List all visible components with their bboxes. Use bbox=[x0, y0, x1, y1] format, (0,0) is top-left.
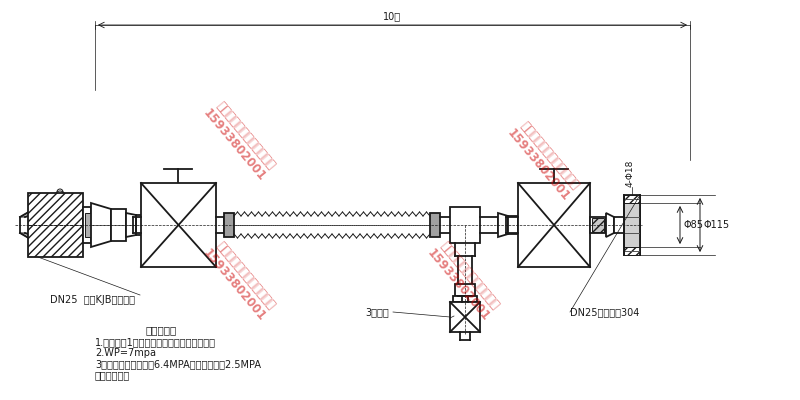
Polygon shape bbox=[606, 213, 614, 237]
Text: Φ115: Φ115 bbox=[703, 220, 729, 230]
Text: 景县力天橡塑制品有限公司
15933802001: 景县力天橡塑制品有限公司 15933802001 bbox=[201, 237, 279, 323]
Bar bbox=[141, 183, 216, 267]
Bar bbox=[624, 203, 640, 247]
Bar bbox=[83, 207, 91, 243]
Text: 景县力天橡塑制品有限公司
15933802001: 景县力天橡塑制品有限公司 15933802001 bbox=[201, 97, 279, 183]
Text: 1.软管采用1层钢丝编织加强，外层编织棉线: 1.软管采用1层钢丝编织加强，外层编织棉线 bbox=[95, 337, 216, 347]
Text: DN25  黄铜KJB快速接头: DN25 黄铜KJB快速接头 bbox=[50, 295, 135, 305]
Bar bbox=[590, 217, 606, 233]
Bar bbox=[624, 247, 640, 255]
Polygon shape bbox=[91, 203, 111, 247]
Polygon shape bbox=[498, 213, 508, 237]
Text: 2.WP=7mpa: 2.WP=7mpa bbox=[95, 348, 156, 358]
Bar bbox=[430, 213, 440, 237]
Text: 4-Φ18: 4-Φ18 bbox=[626, 160, 635, 187]
Text: 技术要求：: 技术要求： bbox=[145, 325, 176, 335]
Text: 3分球阀: 3分球阀 bbox=[365, 307, 389, 317]
Bar bbox=[624, 195, 640, 203]
Text: DN25法兰材质304: DN25法兰材质304 bbox=[570, 307, 639, 317]
Text: 的气密性试验: 的气密性试验 bbox=[95, 370, 130, 380]
Text: 景县力天橡塑制品有限公司
15933802001: 景县力天橡塑制品有限公司 15933802001 bbox=[505, 117, 583, 203]
Bar bbox=[518, 183, 590, 267]
Text: 10米: 10米 bbox=[383, 11, 402, 21]
Bar bbox=[85, 213, 91, 237]
Bar bbox=[592, 218, 604, 232]
Bar bbox=[450, 207, 480, 243]
Polygon shape bbox=[111, 209, 126, 241]
Bar bbox=[28, 193, 83, 257]
Text: 3、软管总成做不低于6.4MPA的耐压试验及2.5MPA: 3、软管总成做不低于6.4MPA的耐压试验及2.5MPA bbox=[95, 359, 261, 369]
Polygon shape bbox=[508, 216, 518, 234]
Polygon shape bbox=[614, 217, 624, 233]
Bar bbox=[224, 213, 234, 237]
Polygon shape bbox=[20, 233, 32, 240]
Bar bbox=[453, 296, 477, 302]
Text: Φ85: Φ85 bbox=[683, 220, 703, 230]
Polygon shape bbox=[20, 210, 32, 217]
Text: 景县力天橡塑制品有限公司
15933802001: 景县力天橡塑制品有限公司 15933802001 bbox=[425, 237, 503, 323]
Bar bbox=[455, 284, 475, 296]
Bar bbox=[624, 195, 640, 255]
Polygon shape bbox=[126, 213, 136, 237]
Bar bbox=[450, 302, 480, 332]
